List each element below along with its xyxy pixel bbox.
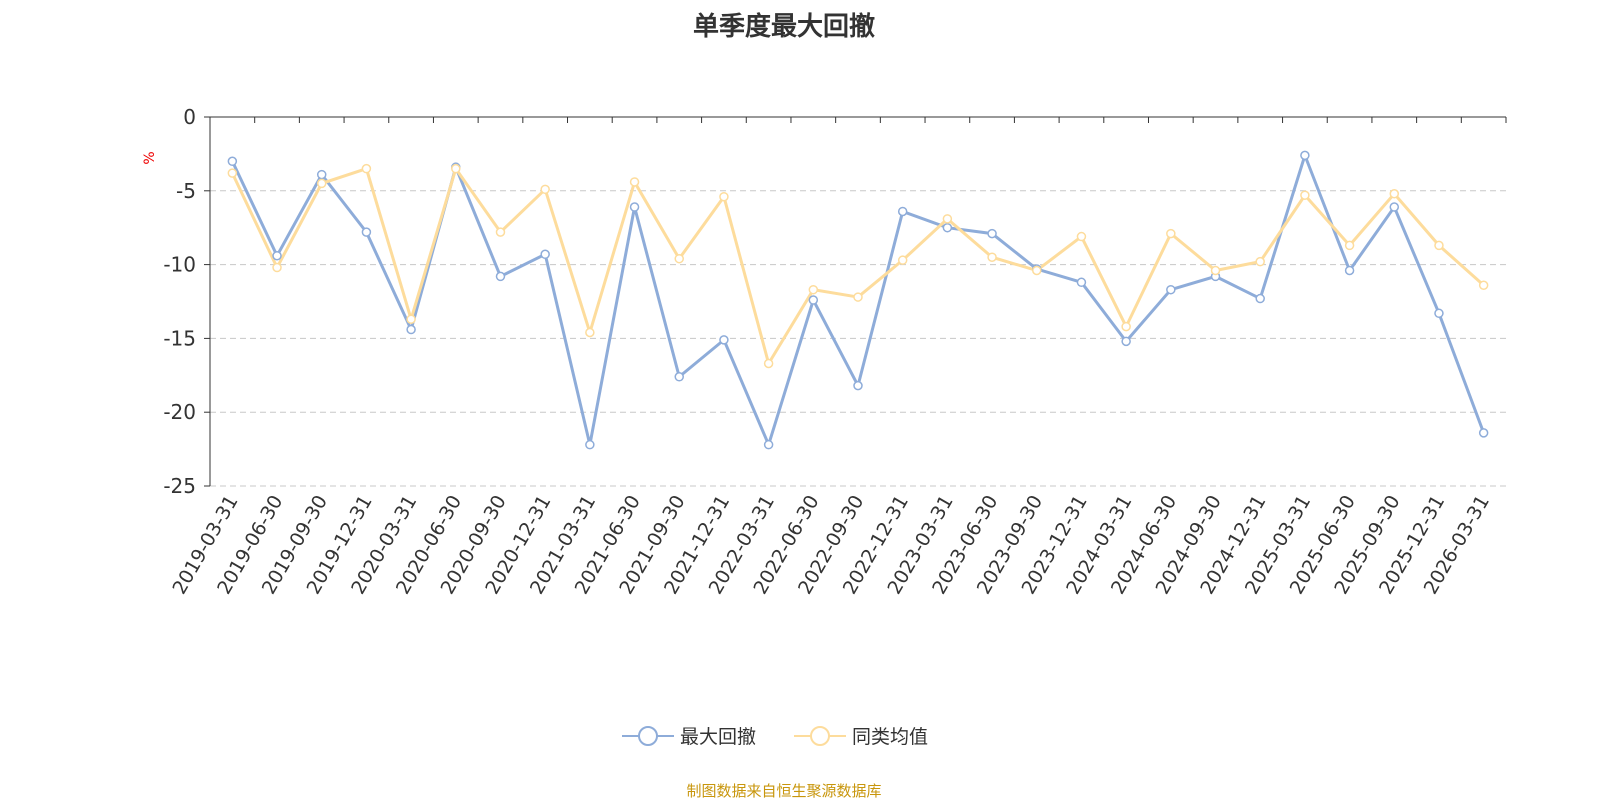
data-point (406, 314, 416, 324)
data-point (1210, 265, 1221, 276)
data-point (227, 156, 238, 167)
data-point (1434, 240, 1444, 251)
data-point (406, 324, 416, 335)
data-point (942, 214, 953, 224)
legend-label: 最大回撤 (680, 726, 757, 748)
data-point (674, 253, 684, 264)
series-line (230, 165, 1485, 368)
data-point (540, 184, 550, 195)
data-point (1032, 265, 1042, 276)
data-point (674, 372, 684, 382)
data-point (451, 163, 461, 174)
y-tick-label: 0 (183, 105, 196, 129)
legend-item-max-drawdown[interactable]: 最大回撤 (622, 722, 756, 749)
data-point (808, 295, 819, 305)
data-point (987, 228, 997, 239)
data-point (361, 227, 372, 237)
data-point (897, 255, 908, 265)
data-point (853, 380, 863, 391)
y-tick-label: -10 (163, 253, 196, 277)
data-point (1076, 231, 1087, 242)
data-point (1300, 190, 1310, 200)
data-point (897, 206, 908, 217)
data-point (1389, 189, 1400, 199)
data-point (1478, 428, 1489, 438)
data-source-note: 制图数据来自恒生聚源数据库 (686, 782, 882, 800)
data-point (629, 202, 640, 212)
data-point (763, 439, 774, 450)
data-point (316, 178, 327, 189)
data-point (272, 262, 282, 273)
data-point (1300, 150, 1310, 161)
data-point (1255, 256, 1265, 267)
data-point (1076, 277, 1087, 288)
chart-title: 单季度最大回撤 (692, 12, 875, 42)
data-point (1389, 202, 1400, 212)
y-tick-label: -25 (163, 474, 196, 498)
data-point (361, 163, 372, 174)
data-point (495, 227, 506, 237)
data-point (719, 191, 729, 202)
data-point (719, 335, 729, 345)
data-point (495, 271, 506, 282)
data-point (1121, 336, 1131, 347)
data-point (1434, 308, 1444, 319)
data-point (1166, 228, 1176, 239)
data-point (540, 249, 550, 260)
data-point (227, 168, 238, 178)
data-point (942, 222, 953, 233)
data-point (1121, 321, 1131, 332)
data-point (1344, 240, 1355, 251)
data-point (1166, 284, 1176, 295)
data-point (808, 284, 819, 295)
y-tick-label: -5 (176, 179, 196, 203)
y-tick-label: -15 (163, 326, 196, 350)
data-point (585, 327, 595, 338)
data-point (987, 252, 997, 262)
data-point (763, 358, 774, 369)
legend-item-category-average[interactable]: 同类均值 (794, 722, 928, 749)
data-point (585, 439, 595, 450)
data-point (272, 250, 282, 261)
y-axis-label: % (142, 151, 158, 164)
data-point (1255, 293, 1265, 304)
legend-label: 同类均值 (852, 726, 929, 748)
data-point (1344, 265, 1355, 276)
y-tick-label: -20 (163, 400, 196, 424)
data-point (629, 177, 640, 187)
data-point (1478, 280, 1489, 291)
legend-marker-icon (622, 725, 674, 746)
data-point (853, 292, 863, 302)
data-point (316, 169, 327, 180)
legend-marker-icon (794, 725, 846, 746)
